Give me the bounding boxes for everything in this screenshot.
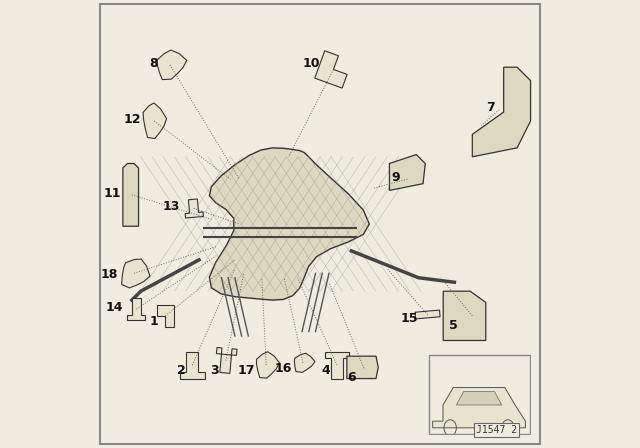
Text: 6: 6 — [348, 370, 356, 384]
Text: 10: 10 — [303, 57, 320, 70]
Text: 17: 17 — [237, 364, 255, 377]
Polygon shape — [389, 155, 425, 190]
Text: 7: 7 — [486, 101, 495, 114]
Polygon shape — [143, 103, 166, 138]
Polygon shape — [180, 352, 205, 379]
Text: 13: 13 — [163, 200, 180, 214]
Text: 18: 18 — [100, 267, 118, 281]
Polygon shape — [157, 50, 187, 80]
Text: 5: 5 — [449, 319, 458, 332]
Text: 8: 8 — [149, 57, 158, 70]
Text: J1547 2: J1547 2 — [476, 425, 518, 435]
Polygon shape — [122, 259, 150, 288]
Polygon shape — [209, 148, 369, 300]
Polygon shape — [185, 199, 204, 218]
Polygon shape — [347, 356, 378, 379]
Text: 4: 4 — [321, 364, 330, 377]
Text: 3: 3 — [211, 364, 220, 377]
Polygon shape — [127, 298, 145, 320]
Polygon shape — [257, 352, 280, 378]
Polygon shape — [415, 310, 440, 319]
Text: 16: 16 — [275, 362, 292, 375]
Text: 2: 2 — [177, 364, 186, 377]
Polygon shape — [315, 51, 347, 88]
Polygon shape — [123, 164, 139, 226]
Text: 9: 9 — [391, 171, 400, 185]
Text: 1: 1 — [150, 314, 159, 328]
Text: 15: 15 — [401, 312, 419, 326]
Text: 11: 11 — [103, 187, 121, 200]
Polygon shape — [324, 352, 349, 379]
Polygon shape — [216, 348, 237, 373]
Polygon shape — [157, 305, 174, 327]
Polygon shape — [443, 291, 486, 340]
Text: 12: 12 — [124, 113, 141, 126]
Polygon shape — [472, 67, 531, 157]
Polygon shape — [294, 353, 315, 372]
Text: 14: 14 — [106, 301, 123, 314]
